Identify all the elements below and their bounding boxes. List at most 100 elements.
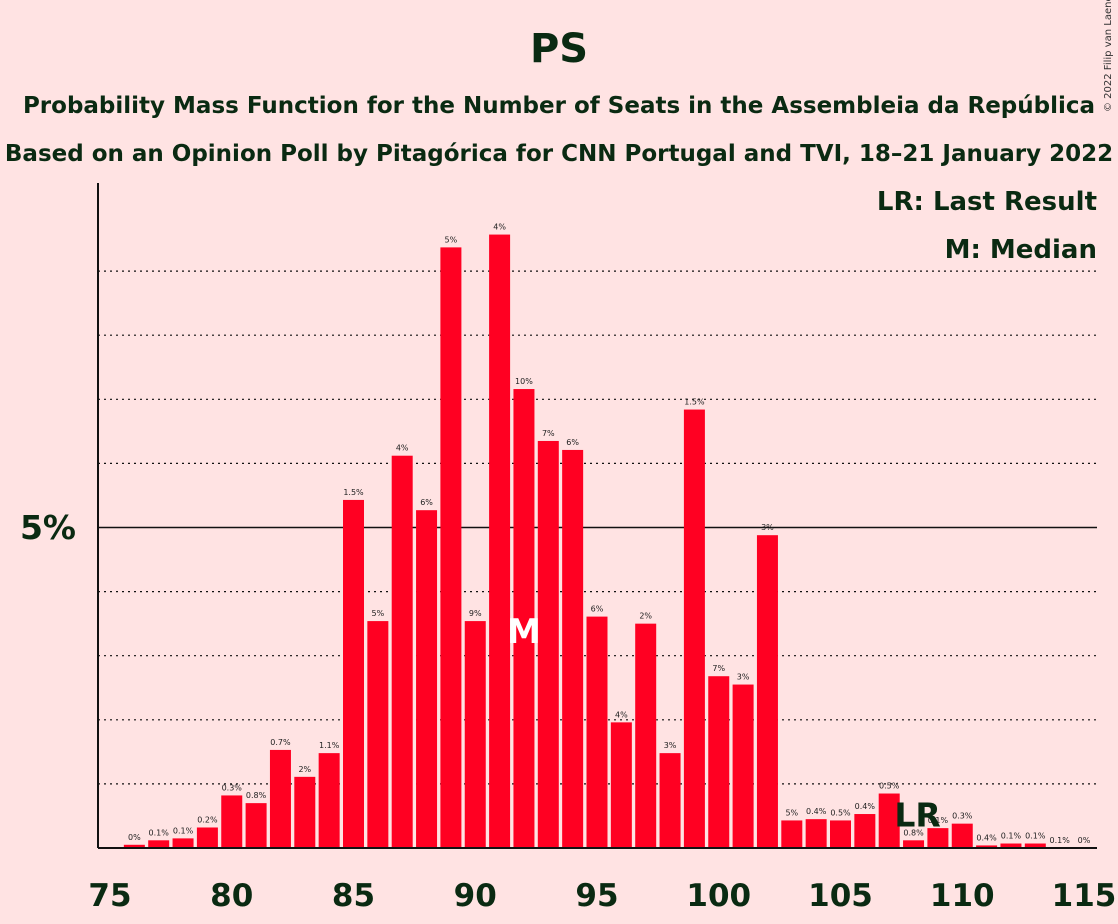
bar-seat-87 — [391, 455, 413, 848]
bar-seat-107 — [878, 793, 900, 848]
legend-last-result: LR: Last Result — [877, 187, 1097, 217]
bar-seat-81 — [245, 803, 267, 848]
bar-label-seat-90: 9% — [469, 609, 482, 618]
bar-seat-103 — [781, 820, 803, 848]
bar-label-seat-81: 0.8% — [246, 791, 267, 800]
bar-label-seat-91: 4% — [493, 223, 506, 232]
bar-label-seat-83: 2% — [298, 765, 311, 774]
bar-seat-86 — [367, 621, 389, 848]
bar-label-seat-89: 5% — [445, 235, 458, 244]
bar-label-seat-113: 0.1% — [1025, 832, 1046, 841]
bar-label-seat-114: 0.1% — [1049, 836, 1070, 845]
bar-seat-97 — [635, 623, 657, 848]
bar-label-seat-86: 5% — [371, 609, 384, 618]
bar-label-seat-107: 0.5% — [879, 782, 900, 791]
bar-label-seat-105: 0.5% — [830, 808, 851, 817]
bar-label-seat-95: 6% — [591, 605, 604, 614]
last-result-marker: LR — [894, 795, 940, 834]
axes: 75 80 85 90 95 100 105 110 115 — [88, 183, 1116, 914]
bar-label-seat-101: 3% — [737, 673, 750, 682]
x-tick-90: 90 — [454, 878, 497, 914]
bar-seat-90 — [464, 621, 486, 848]
bar-seat-91 — [489, 234, 511, 849]
bar-seat-77 — [148, 840, 170, 848]
bar-seat-112 — [1000, 843, 1022, 848]
bar-seat-98 — [659, 753, 681, 848]
bar-seat-95 — [586, 616, 608, 848]
bar-labels: 0% 0.1% 0.1%0.2%0.3%0.8%0.7%2%1.1%1.5%5%4%… — [128, 223, 1091, 845]
bar-label-seat-111: 0.4% — [976, 833, 997, 842]
bar-label-seat-84: 1.1% — [319, 741, 340, 750]
x-tick-80: 80 — [210, 878, 253, 914]
bar-label-seat-108: 0.8% — [903, 828, 924, 837]
bar-label-seat-93: 7% — [542, 429, 555, 438]
bar-seat-80 — [221, 795, 243, 848]
x-tick-75: 75 — [88, 878, 131, 914]
bar-seat-106 — [854, 814, 876, 848]
bar-label-seat-98: 3% — [664, 741, 677, 750]
bars — [123, 234, 1046, 849]
bar-label-seat-87: 4% — [396, 444, 409, 453]
bar-seat-108 — [903, 840, 925, 848]
chart-subtitle-1: Probability Mass Function for the Number… — [23, 93, 1095, 119]
legend-median: M: Median — [945, 235, 1097, 265]
bar-seat-109 — [927, 828, 949, 848]
bar-label-seat-77: 0.1% — [149, 828, 170, 837]
bar-label-seat-79: 0.2% — [197, 815, 218, 824]
bar-seat-82 — [269, 749, 291, 848]
bar-seat-76 — [123, 844, 145, 848]
bar-seat-94 — [562, 449, 584, 848]
bar-label-seat-99: 1.5% — [684, 398, 705, 407]
bar-seat-92 — [513, 389, 535, 848]
bar-label-seat-96: 4% — [615, 710, 628, 719]
bar-label-seat-106: 0.4% — [855, 802, 876, 811]
bar-seat-110 — [951, 823, 973, 848]
bar-label-seat-115: 0% — [1078, 836, 1091, 845]
bar-seat-101 — [732, 684, 754, 848]
x-tick-85: 85 — [332, 878, 375, 914]
bar-seat-85 — [343, 499, 364, 848]
x-tick-110: 110 — [930, 878, 995, 914]
bar-seat-79 — [196, 827, 218, 848]
bar-seat-83 — [294, 776, 316, 848]
bar-label-seat-94: 6% — [566, 438, 579, 447]
bar-label-seat-110: 0.3% — [952, 812, 973, 821]
bar-label-seat-80: 0.3% — [222, 783, 243, 792]
bar-seat-78 — [172, 838, 194, 848]
bar-seat-89 — [440, 247, 462, 848]
bar-label-seat-104: 0.4% — [806, 807, 827, 816]
bar-label-seat-78: 0.1% — [173, 826, 194, 835]
bar-seat-113 — [1024, 843, 1046, 848]
bar-label-seat-76: 0% — [128, 833, 141, 842]
chart-title: PS — [530, 26, 588, 72]
bar-seat-99 — [683, 409, 705, 848]
bar-seat-111 — [976, 845, 998, 848]
bar-seat-84 — [318, 753, 340, 848]
bar-label-seat-103: 5% — [785, 808, 798, 817]
bar-label-seat-100: 7% — [712, 664, 725, 673]
median-marker: M — [507, 612, 541, 652]
x-tick-105: 105 — [808, 878, 873, 914]
bar-seat-102 — [756, 535, 778, 848]
bar-label-seat-82: 0.7% — [270, 738, 291, 747]
x-tick-115: 115 — [1052, 878, 1117, 914]
copyright-notice: © 2022 Filip van Laenen — [1103, 0, 1114, 112]
bar-label-seat-97: 2% — [639, 612, 652, 621]
bar-label-seat-85: 1.5% — [343, 488, 364, 497]
bar-label-seat-102: 3% — [761, 523, 774, 532]
chart-subtitle-2: Based on an Opinion Poll by Pitagórica f… — [5, 141, 1113, 167]
bar-seat-96 — [610, 722, 632, 848]
y-tick-5-percent: 5% — [20, 508, 76, 547]
bar-seat-100 — [708, 676, 730, 848]
bar-seat-88 — [416, 510, 438, 848]
bar-label-seat-109: 0.1% — [928, 816, 949, 825]
bar-seat-105 — [830, 820, 851, 848]
x-tick-100: 100 — [686, 878, 751, 914]
x-tick-95: 95 — [575, 878, 618, 914]
bar-label-seat-88: 6% — [420, 498, 433, 507]
bar-seat-93 — [537, 440, 559, 848]
bar-label-seat-92: 10% — [515, 377, 533, 386]
bar-seat-104 — [805, 819, 827, 848]
bar-label-seat-112: 0.1% — [1001, 832, 1022, 841]
